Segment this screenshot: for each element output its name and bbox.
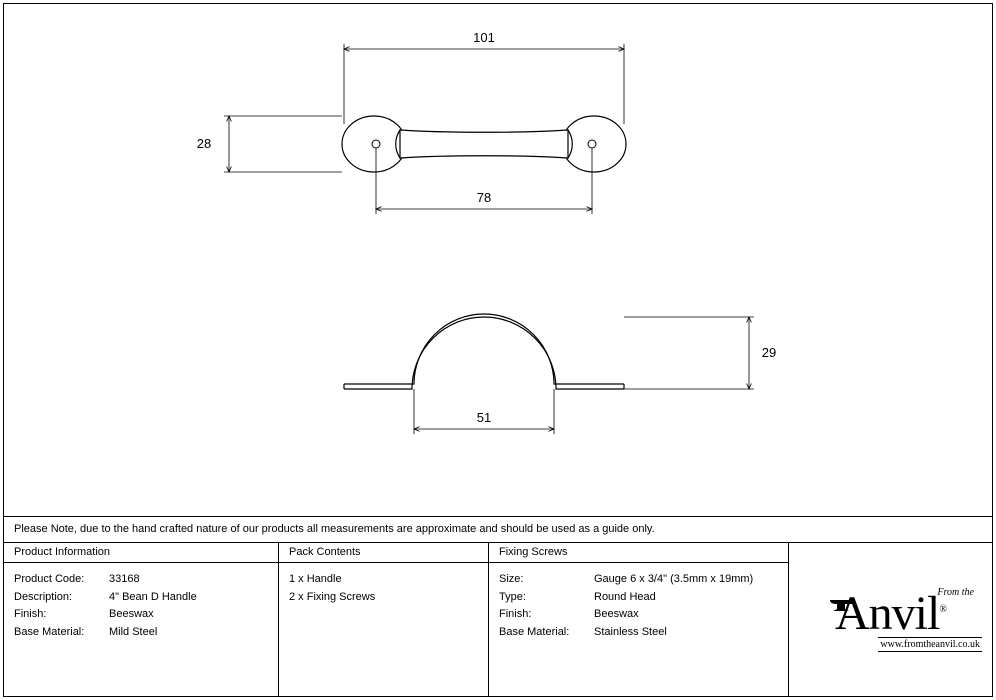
table-row: Base Material: Mild Steel — [14, 624, 268, 642]
fixing-screws-body: Size: Gauge 6 x 3/4" (3.5mm x 19mm) Type… — [489, 563, 788, 696]
table-row: Finish: Beeswax — [14, 606, 268, 624]
label: Description: — [14, 589, 109, 607]
label: Finish: — [499, 606, 594, 624]
value: Gauge 6 x 3/4" (3.5mm x 19mm) — [594, 571, 778, 589]
col-fixing-screws: Fixing Screws Size: Gauge 6 x 3/4" (3.5m… — [489, 543, 789, 696]
label: Size: — [499, 571, 594, 589]
anvil-icon — [829, 598, 855, 612]
label: Finish: — [14, 606, 109, 624]
measurement-note: Please Note, due to the hand crafted nat… — [3, 517, 993, 543]
value: Mild Steel — [109, 624, 268, 642]
label: Product Code: — [14, 571, 109, 589]
logo-main: Anvil® — [835, 592, 946, 635]
dim-overall-width: 101 — [473, 30, 495, 45]
value: Stainless Steel — [594, 624, 778, 642]
technical-drawing-svg: 101 78 28 — [4, 4, 992, 516]
dim-inner-width: 51 — [477, 410, 491, 425]
list-item: 1 x Handle — [289, 571, 478, 589]
pack-contents-body: 1 x Handle 2 x Fixing Screws — [279, 563, 488, 696]
value: 33168 — [109, 571, 268, 589]
drawing-area: 101 78 28 — [3, 3, 993, 517]
col-header-fixing-screws: Fixing Screws — [489, 543, 788, 563]
info-table: Product Information Product Code: 33168 … — [3, 543, 993, 697]
table-row: Type: Round Head — [499, 589, 778, 607]
value: Beeswax — [594, 606, 778, 624]
col-pack-contents: Pack Contents 1 x Handle 2 x Fixing Scre… — [279, 543, 489, 696]
label: Base Material: — [14, 624, 109, 642]
table-row: Product Code: 33168 — [14, 571, 268, 589]
col-logo: From the Anvil® www.fromtheanvil.co.uk — [789, 543, 992, 696]
table-row: Finish: Beeswax — [499, 606, 778, 624]
table-row: Size: Gauge 6 x 3/4" (3.5mm x 19mm) — [499, 571, 778, 589]
col-product-info: Product Information Product Code: 33168 … — [4, 543, 279, 696]
table-row: Base Material: Stainless Steel — [499, 624, 778, 642]
product-info-body: Product Code: 33168 Description: 4" Bean… — [4, 563, 278, 696]
table-row: Description: 4" Bean D Handle — [14, 589, 268, 607]
label: Base Material: — [499, 624, 594, 642]
dim-arch-height: 29 — [762, 345, 776, 360]
top-view: 101 78 28 — [197, 30, 626, 214]
side-view: 51 29 — [344, 314, 776, 434]
col-header-product-info: Product Information — [4, 543, 278, 563]
value: 4" Bean D Handle — [109, 589, 268, 607]
value: Beeswax — [109, 606, 268, 624]
list-item: 2 x Fixing Screws — [289, 589, 478, 607]
value: Round Head — [594, 589, 778, 607]
col-header-pack-contents: Pack Contents — [279, 543, 488, 563]
dim-bean-height: 28 — [197, 136, 211, 151]
label: Type: — [499, 589, 594, 607]
dim-hole-centers: 78 — [477, 190, 491, 205]
